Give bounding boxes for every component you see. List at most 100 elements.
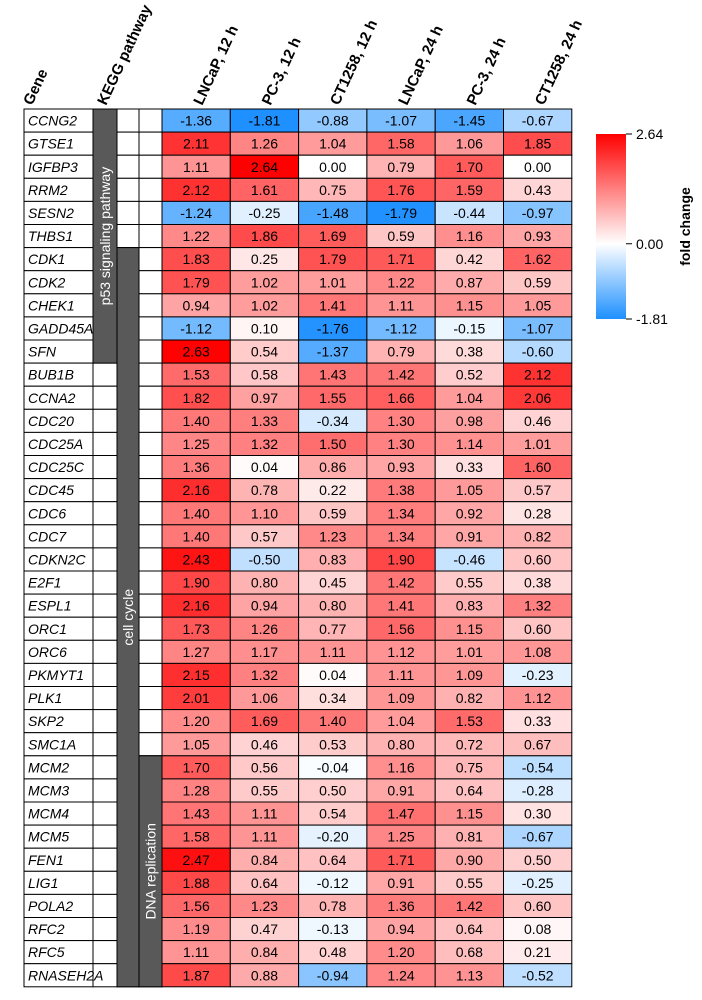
cell-value: -0.20 [317, 829, 349, 845]
pathway-grid-cell [92, 570, 118, 595]
cell-value: 1.40 [183, 413, 210, 429]
pathway-grid-cell [92, 686, 118, 711]
column-header: CT1258, 12 h [327, 17, 381, 107]
gene-label: PLK1 [28, 690, 62, 706]
cell-value: 1.42 [387, 367, 414, 383]
pathway-grid-cell [92, 801, 118, 826]
pathway-grid-cell [92, 455, 118, 480]
pathway-label: cell cycle [120, 589, 136, 646]
cell-value: 0.91 [387, 875, 414, 891]
cell-value: 1.61 [251, 182, 278, 198]
column-header: CT1258, 24 h [532, 17, 586, 107]
pathway-grid-cell [92, 778, 118, 803]
pathway-grid-cell [92, 732, 118, 757]
cell-value: 1.23 [251, 898, 278, 914]
cell-value: 2.01 [183, 690, 210, 706]
cell-value: 1.11 [251, 806, 277, 822]
pathway-grid-cell [138, 247, 163, 272]
cell-value: 0.33 [524, 713, 551, 729]
cell-value: 0.45 [319, 575, 346, 591]
pathway-grid-cell [92, 478, 118, 503]
cell-value: 0.64 [319, 852, 346, 868]
cell-value: 1.02 [251, 297, 278, 313]
cell-value: 1.12 [387, 644, 414, 660]
cell-value: 1.05 [183, 736, 210, 752]
pathway-grid-cell [116, 224, 140, 249]
cell-value: -1.45 [453, 113, 485, 129]
cell-value: -1.37 [317, 344, 349, 360]
gene-label: CDC25A [28, 436, 83, 452]
pathway-grid-cell [138, 524, 163, 549]
cell-value: 0.04 [251, 459, 278, 475]
cell-value: 1.06 [251, 690, 278, 706]
cell-value: -0.60 [522, 344, 554, 360]
gene-label: CCNA2 [28, 390, 76, 406]
cell-value: -1.36 [180, 113, 212, 129]
cell-value: 0.10 [251, 320, 278, 336]
cell-value: 0.83 [319, 551, 346, 567]
cell-value: 1.70 [183, 759, 210, 775]
cell-value: 1.32 [524, 598, 551, 614]
cell-value: 0.86 [319, 459, 346, 475]
gene-label: BUB1B [28, 367, 74, 383]
pathway-grid-cell [138, 316, 163, 341]
pathway-grid-cell [138, 385, 163, 410]
pathway-grid-cell [138, 131, 163, 156]
cell-value: 2.47 [183, 852, 210, 868]
column-header: LNCaP, 12 h [190, 23, 242, 108]
cell-value: 1.28 [183, 782, 210, 798]
cell-value: 0.64 [456, 782, 483, 798]
cell-value: 0.64 [456, 921, 483, 937]
cell-value: 2.16 [183, 598, 210, 614]
colorbar-tick-label: -1.81 [636, 311, 668, 327]
cell-value: -0.67 [522, 113, 554, 129]
pathway-block [116, 247, 140, 988]
cell-value: 1.33 [251, 413, 278, 429]
gene-label: RNASEH2A [28, 967, 103, 983]
cell-value: 0.52 [456, 367, 483, 383]
pathway-grid-cell [138, 616, 163, 641]
cell-value: -0.15 [453, 320, 485, 336]
cell-value: 1.40 [183, 528, 210, 544]
cell-value: 1.69 [251, 713, 278, 729]
cell-value: 0.75 [319, 182, 346, 198]
cell-value: -0.67 [522, 829, 554, 845]
cell-value: 0.30 [524, 806, 551, 822]
cell-value: 0.54 [319, 806, 346, 822]
gene-label: CDC6 [28, 505, 66, 521]
cell-value: 0.46 [251, 736, 278, 752]
pathway-grid-cell [92, 524, 118, 549]
cell-value: 0.08 [524, 921, 551, 937]
cell-value: 1.26 [251, 621, 278, 637]
cell-value: 0.25 [251, 251, 278, 267]
pathway-grid-cell [92, 408, 118, 433]
cell-value: 1.58 [387, 136, 414, 152]
cell-value: 1.53 [183, 367, 210, 383]
pathway-grid-cell [116, 200, 140, 225]
cell-value: -1.07 [385, 113, 417, 129]
pathway-grid-cell [92, 593, 118, 618]
pathway-grid-cell [138, 639, 163, 664]
pathway-grid-cell [116, 154, 140, 179]
pathway-grid-cell [116, 131, 140, 156]
cell-value: 0.82 [456, 690, 483, 706]
heatmap-cell [503, 963, 573, 988]
cell-value: 1.47 [387, 806, 414, 822]
cell-value: 0.75 [456, 759, 483, 775]
pathway-grid-cell [138, 200, 163, 225]
cell-value: 0.58 [251, 367, 278, 383]
gene-label: CDK2 [28, 274, 66, 290]
gene-label: CCNG2 [28, 113, 77, 129]
cell-value: 0.84 [251, 944, 278, 960]
cell-value: 0.50 [319, 782, 346, 798]
cell-value: 1.19 [183, 921, 210, 937]
cell-value: -1.81 [248, 113, 280, 129]
cell-value: 1.71 [387, 251, 414, 267]
cell-value: 1.50 [319, 436, 346, 452]
cell-value: 0.00 [319, 159, 346, 175]
cell-value: 0.00 [524, 159, 551, 175]
pathway-grid-cell [138, 177, 163, 202]
gene-label: CDC45 [28, 482, 74, 498]
cell-value: 1.13 [456, 967, 483, 983]
